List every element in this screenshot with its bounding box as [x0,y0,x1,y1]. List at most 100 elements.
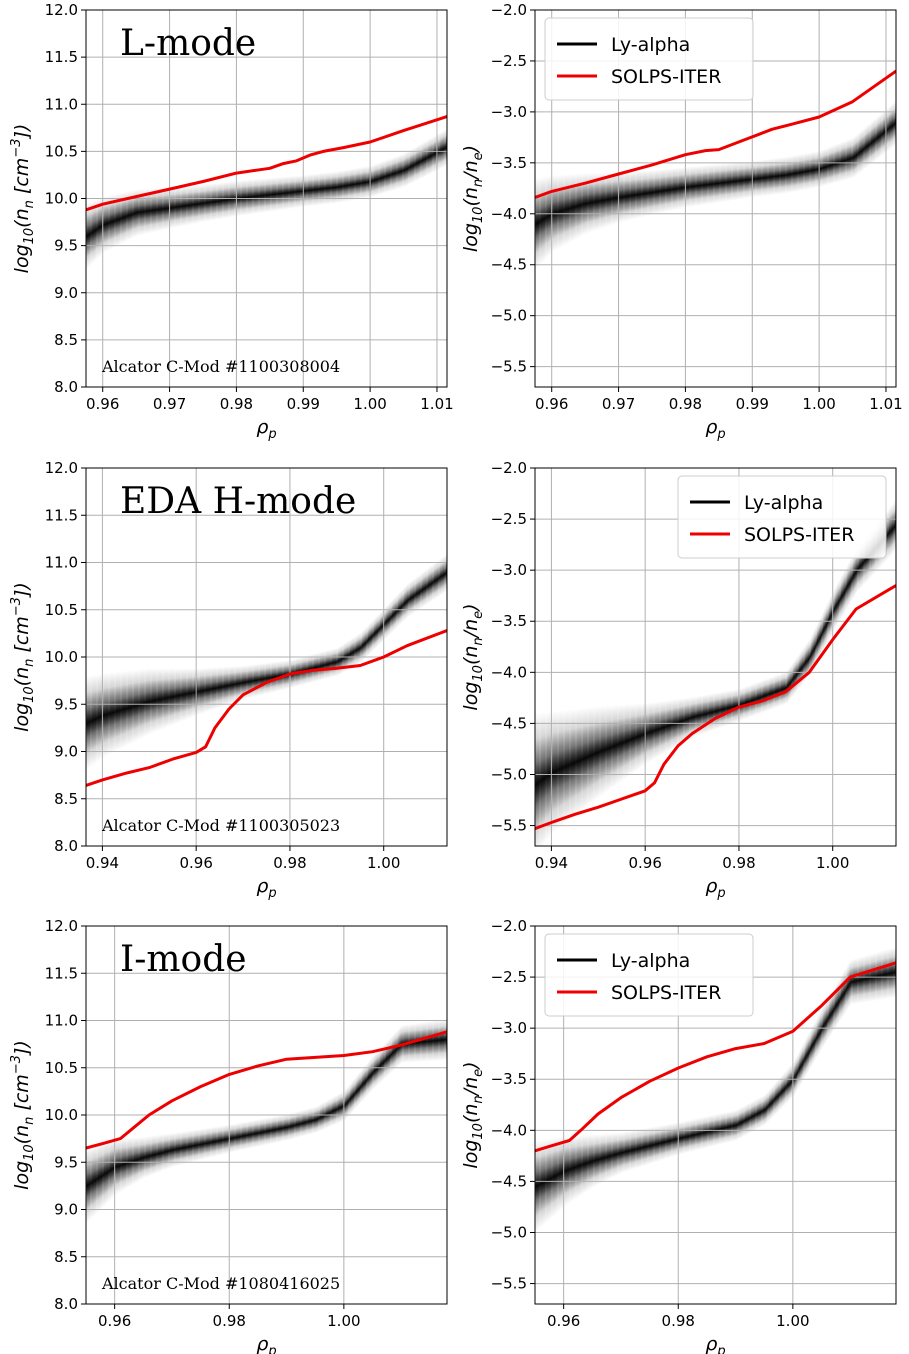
ly-alpha-band-slice [366,625,369,657]
y-tick-label: −2.5 [491,52,527,70]
ly-alpha-band-slice [389,601,392,635]
y-tick-label: 10.0 [45,190,78,208]
ly-alpha-band-slice [605,1133,608,1181]
ly-alpha-band-slice [286,1114,288,1141]
ly-alpha-band-slice [807,641,809,678]
y-tick-label: 10.0 [45,648,78,666]
ly-alpha-band-slice [843,971,845,1016]
ly-alpha-band-slice [634,1129,637,1169]
ly-alpha-band-slice [574,173,577,240]
ly-alpha-band-slice [823,1005,825,1047]
ly-alpha-band-slice [741,687,743,721]
ly-alpha-band-slice [86,1148,88,1224]
ly-alpha-band-slice [857,132,860,175]
x-tick-label: 0.99 [287,395,320,413]
ly-alpha-band-slice [222,1125,225,1155]
ly-alpha-band-slice [110,194,112,250]
y-tick-label: 8.0 [54,1295,78,1313]
ly-alpha-band-slice [866,125,868,168]
ly-alpha-band-slice [240,1122,243,1151]
ly-alpha-band-slice [800,154,802,191]
ly-alpha-band-slice [207,183,209,222]
ly-alpha-band-slice [572,708,574,818]
ly-alpha-band-slice [760,159,763,197]
ly-alpha-band-slice [863,955,866,1003]
ly-alpha-band-slice [267,662,269,694]
ly-alpha-band-slice [179,186,182,227]
ly-alpha-band-slice [308,1108,310,1135]
ly-alpha-band-slice [709,1115,711,1148]
ly-alpha-band-slice [832,590,835,632]
ly-alpha-band-slice [872,120,874,163]
ly-alpha-band-slice [626,1131,628,1172]
y-axis-label: log10(nn/ne) [460,145,486,252]
ly-alpha-band-slice [312,1107,315,1134]
ly-alpha-band-slice [88,1147,90,1222]
ly-alpha-band-slice [256,1119,258,1147]
ly-alpha-band-slice [200,668,202,715]
ly-alpha-band-slice [131,670,134,744]
ly-alpha-band-slice [98,1144,100,1212]
ly-alpha-band-slice [583,173,585,236]
ly-alpha-band-slice [251,1120,254,1149]
ly-alpha-band-slice [806,642,808,680]
ly-alpha-band-slice [194,1129,196,1162]
x-tick-label: 0.98 [722,854,755,872]
ly-alpha-band-slice [855,549,857,594]
ly-alpha-band-slice [808,152,811,190]
ly-alpha-band-slice [736,1109,739,1140]
ly-alpha-band-slice [424,1021,426,1062]
ly-alpha-band-slice [374,164,376,197]
ly-alpha-band-slice [287,1113,290,1141]
ly-alpha-band-slice [110,672,112,755]
ly-alpha-band-slice [782,672,784,706]
ly-alpha-band-slice [712,164,715,204]
ly-alpha-band-slice [565,1135,567,1207]
ly-alpha-band-slice [611,705,614,789]
ly-alpha-band-slice [854,551,856,596]
ly-alpha-band-slice [388,1038,390,1075]
ly-alpha-band-slice [745,1104,747,1136]
ly-alpha-band-slice [651,170,653,215]
ly-alpha-band-slice [287,176,290,210]
ly-alpha-band-slice [281,176,284,211]
ly-alpha-band-slice [98,673,100,762]
ly-alpha-band-slice [183,1131,185,1165]
ly-alpha-band-slice [730,1110,733,1142]
ly-alpha-band-slice [651,702,653,761]
ly-alpha-band-slice [805,1038,807,1077]
ly-alpha-band-slice [824,148,826,186]
ly-alpha-band-slice [272,177,274,212]
ly-alpha-band-slice [111,672,113,754]
ly-alpha-band-slice [740,1107,742,1139]
ly-alpha-band-slice [134,669,136,743]
ly-alpha-band-slice [305,1109,308,1136]
y-tick-label: 11.5 [45,48,78,66]
ly-alpha-band-slice [791,155,794,193]
ly-alpha-band-slice [603,1133,605,1182]
ly-alpha-band-slice [210,1127,213,1158]
ly-alpha-band-slice [651,1126,653,1164]
ly-alpha-band-slice [893,101,896,147]
ly-alpha-band-slice [413,147,416,183]
ly-alpha-band-slice [757,681,759,715]
ly-alpha-band-slice [753,160,755,198]
y-tick-label: 11.0 [45,554,78,572]
ly-alpha-band-slice [883,950,885,1000]
ly-alpha-band-slice [592,172,595,232]
ly-alpha-band-slice [625,704,627,779]
ly-alpha-band-slice [222,666,225,707]
ly-alpha-band-slice [848,962,850,1008]
y-tick-label: 10.5 [45,601,78,619]
ly-alpha-band-slice [610,705,613,790]
ly-alpha-band-slice [412,579,414,614]
ly-alpha-band-slice [700,695,703,735]
ly-alpha-band-slice [380,611,382,644]
ly-alpha-band-slice [658,169,661,214]
ly-alpha-band-slice [204,1128,207,1159]
ly-alpha-band-slice [884,109,886,154]
y-tick-label: −3.0 [491,103,527,121]
ly-alpha-band-slice [419,1022,422,1062]
ly-alpha-band-slice [89,201,92,266]
ly-alpha-band-slice [410,581,412,616]
